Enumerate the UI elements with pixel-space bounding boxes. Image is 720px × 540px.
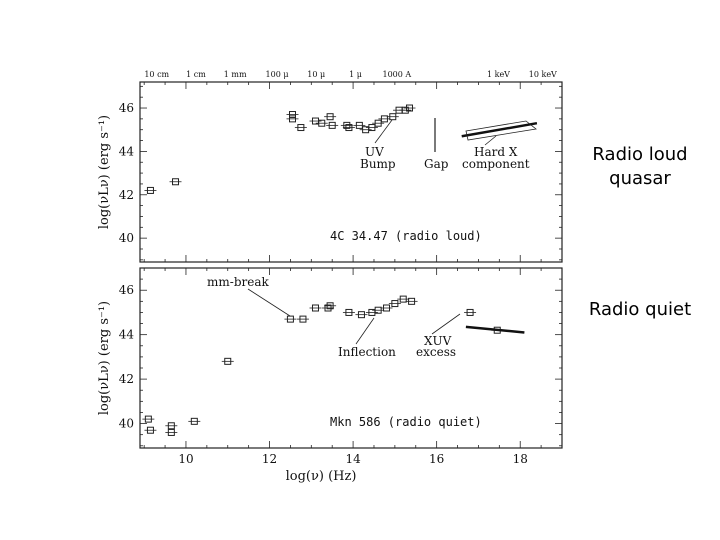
y-tick-label: 44	[119, 144, 135, 158]
panel-frame-top	[139, 81, 563, 263]
panel-frame-bottom	[139, 267, 563, 449]
x-tick-label: 10	[178, 452, 193, 466]
y-tick-label: 42	[119, 188, 134, 202]
y-tick-label: 46	[119, 283, 134, 297]
annotation-pointer	[431, 313, 461, 335]
wavelength-label: 10 cm	[144, 70, 169, 79]
annotation-pointer	[374, 119, 393, 144]
x-tick-label: 18	[513, 452, 528, 466]
x-tick-label: 14	[345, 452, 361, 466]
y-tick-label: 46	[119, 101, 134, 115]
panel-title: Mkn 586 (radio quiet)	[330, 415, 482, 429]
y-axis-label: log(νLν) (erg s⁻¹)	[97, 301, 112, 415]
annotation-excess: excess	[416, 345, 456, 359]
y-tick-label: 42	[119, 372, 134, 386]
y-tick-label: 40	[119, 417, 134, 431]
wavelength-label: 1 μ	[349, 70, 362, 79]
y-axis-label: log(νLν) (erg s⁻¹)	[97, 115, 112, 229]
wavelength-label: 1 cm	[186, 70, 206, 79]
power-law-segment	[461, 121, 538, 138]
annotation-uv: UV	[365, 145, 384, 159]
radio-quiet-label: Radio quiet	[588, 299, 692, 320]
annotation-inflection: Inflection	[338, 345, 396, 359]
wavelength-label: 10 keV	[529, 70, 557, 79]
wavelength-label: 1 keV	[487, 70, 510, 79]
annotation-pointer	[247, 288, 291, 317]
annotation-pointer	[484, 135, 497, 146]
x-tick-label: 12	[262, 452, 277, 466]
annotation-mm-break: mm-break	[207, 275, 269, 289]
power-law-segment	[465, 325, 525, 334]
annotation-pointer	[355, 317, 375, 345]
wavelength-label: 1 mm	[224, 70, 247, 79]
x-axis-label: log(ν) (Hz)	[286, 469, 357, 484]
wavelength-label: 10 μ	[307, 70, 325, 79]
radio-loud-label: Radio loud quasar	[585, 143, 695, 191]
annotation-bump: Bump	[360, 157, 396, 171]
annotation-gap: Gap	[424, 157, 449, 171]
annotation-component: component	[462, 157, 530, 171]
y-tick-label: 44	[119, 328, 135, 342]
x-tick-label: 16	[429, 452, 444, 466]
annotation-hard-x: Hard X	[474, 145, 518, 159]
wavelength-label: 100 μ	[266, 70, 289, 79]
annotation-xuv: XUV	[424, 334, 452, 348]
radio-loud-label-line1: Radio loud	[592, 144, 688, 165]
hard-x-bowtie	[465, 120, 537, 141]
y-tick-label: 40	[119, 231, 134, 245]
panel-title: 4C 34.47 (radio loud)	[330, 229, 482, 243]
radio-loud-label-line2: quasar	[609, 168, 671, 189]
wavelength-label: 1000 A	[383, 70, 412, 79]
